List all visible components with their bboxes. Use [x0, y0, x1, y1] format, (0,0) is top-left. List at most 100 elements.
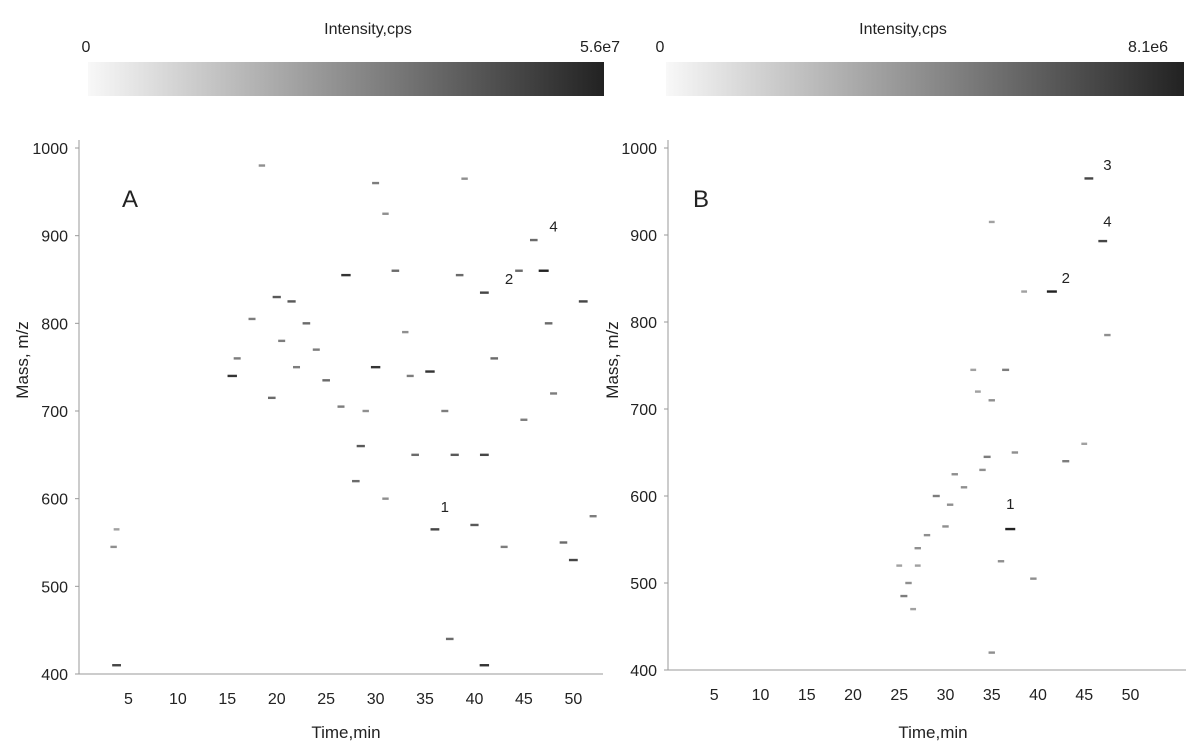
- intensity-point: [402, 330, 409, 334]
- intensity-point: [568, 558, 578, 562]
- x-tick-label: 25: [890, 687, 908, 704]
- intensity-point: [905, 581, 912, 585]
- intensity-point: [1084, 177, 1094, 180]
- intensity-point: [578, 300, 588, 303]
- intensity-point: [951, 473, 958, 476]
- intensity-point: [479, 664, 490, 667]
- x-tick-label: 45: [515, 691, 533, 708]
- intensity-point: [1005, 527, 1016, 531]
- intensity-point: [372, 181, 380, 185]
- x-tick-label: 40: [466, 691, 484, 708]
- intensity-point: [910, 607, 917, 611]
- intensity-point: [322, 379, 330, 382]
- y-ticks-b: 400 500 600 700 800 900 1000: [621, 141, 668, 680]
- intensity-point: [382, 497, 389, 500]
- intensity-point: [970, 368, 977, 372]
- colorbar-b-gradient: [666, 62, 1184, 96]
- x-axis-label-b: Time,min: [898, 723, 967, 742]
- intensity-point: [914, 564, 921, 567]
- annotations-b: 1 2 3 4: [1006, 157, 1111, 513]
- intensity-point: [455, 273, 464, 277]
- intensity-point: [550, 392, 558, 395]
- intensity-point: [272, 295, 281, 299]
- intensity-point: [425, 370, 435, 373]
- intensity-point: [293, 365, 301, 369]
- x-tick-label: 30: [367, 691, 385, 708]
- y-tick-label: 800: [41, 316, 68, 333]
- intensity-point: [1062, 460, 1070, 463]
- intensity-point: [529, 238, 538, 242]
- y-axis-label-a: Mass, m/z: [13, 321, 32, 398]
- intensity-point: [1081, 442, 1088, 445]
- intensity-point: [900, 594, 908, 598]
- y-tick-label: 1000: [621, 141, 657, 158]
- intensity-point: [370, 365, 381, 369]
- colorbar-a-min: 0: [82, 39, 91, 56]
- x-tick-label: 40: [1029, 687, 1047, 704]
- colorbar-a: Intensity,cps 0 5.6e7: [82, 21, 620, 96]
- intensity-point: [112, 664, 121, 667]
- colorbar-b: Intensity,cps 0 8.1e6: [656, 21, 1184, 96]
- intensity-point: [1011, 451, 1019, 454]
- y-tick-label: 600: [41, 492, 68, 509]
- intensity-point: [1002, 368, 1010, 372]
- intensity-point: [337, 405, 345, 408]
- x-tick-label: 45: [1075, 687, 1093, 704]
- intensity-point: [470, 523, 479, 527]
- intensity-point: [589, 515, 597, 518]
- colorbar-b-title: Intensity,cps: [859, 21, 947, 38]
- intensity-point: [942, 525, 949, 528]
- intensity-point: [1104, 333, 1111, 337]
- intensity-point: [515, 269, 523, 272]
- x-tick-label: 10: [752, 687, 770, 704]
- intensity-point: [490, 357, 499, 360]
- y-tick-label: 500: [630, 576, 657, 593]
- intensity-point: [406, 374, 414, 378]
- intensity-point: [1098, 239, 1108, 243]
- intensity-point: [341, 273, 351, 277]
- intensity-point: [450, 453, 459, 457]
- intensity-point: [382, 212, 389, 215]
- intensity-point: [352, 479, 360, 483]
- annotations-a: 1 2 4: [441, 218, 558, 516]
- intensity-point: [258, 164, 266, 167]
- intensity-point: [267, 396, 276, 400]
- intensity-point: [988, 220, 995, 224]
- y-axis-label-b: Mass, m/z: [603, 321, 622, 398]
- x-tick-label: 50: [1122, 687, 1140, 704]
- x-tick-label: 15: [218, 691, 236, 708]
- x-tick-label: 20: [844, 687, 862, 704]
- y-tick-label: 400: [630, 663, 657, 680]
- x-ticks-a: 5 10 15 20 25 30 35 40 45 50: [124, 691, 582, 708]
- intensity-point: [362, 409, 369, 413]
- intensity-point: [896, 564, 903, 567]
- intensity-point: [479, 291, 489, 294]
- peak-annotation: 4: [549, 218, 557, 235]
- intensity-point: [923, 533, 931, 537]
- intensity-point: [946, 503, 954, 506]
- intensity-point: [113, 528, 120, 531]
- colorbar-a-title: Intensity,cps: [324, 21, 412, 38]
- intensity-point: [227, 374, 237, 378]
- intensity-point: [430, 528, 440, 531]
- intensity-point: [988, 399, 995, 402]
- intensity-point: [287, 300, 296, 303]
- intensity-point: [538, 269, 549, 272]
- intensity-point: [544, 322, 553, 325]
- peak-annotation: 2: [505, 271, 513, 288]
- intensity-point: [914, 547, 921, 550]
- intensity-point: [302, 322, 311, 325]
- intensity-point: [110, 545, 117, 549]
- panel-label-a: A: [122, 186, 138, 213]
- panel-b: Intensity,cps 0 8.1e6 400500600700800900…: [603, 21, 1186, 742]
- intensity-point: [461, 177, 468, 180]
- y-tick-label: 700: [41, 404, 68, 421]
- intensity-point: [932, 494, 940, 498]
- peak-annotation: 1: [441, 499, 449, 516]
- y-ticks-a: 400 500 600 700 800 900 1000: [32, 141, 79, 684]
- y-tick-label: 600: [630, 489, 657, 506]
- intensity-points-b: [896, 177, 1111, 654]
- x-tick-label: 25: [317, 691, 335, 708]
